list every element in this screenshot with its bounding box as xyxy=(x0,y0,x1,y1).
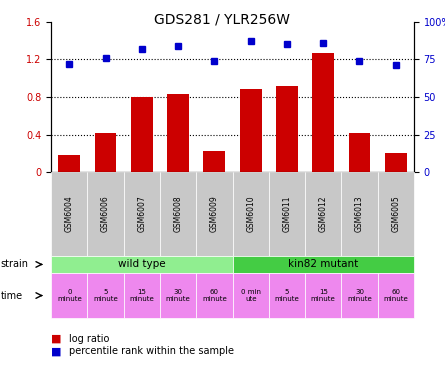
Text: strain: strain xyxy=(1,259,29,269)
Text: GSM6013: GSM6013 xyxy=(355,196,364,232)
Text: 15
minute: 15 minute xyxy=(311,289,336,302)
Text: log ratio: log ratio xyxy=(69,333,109,344)
Bar xyxy=(95,132,117,172)
Bar xyxy=(58,155,80,172)
Text: 60
minute: 60 minute xyxy=(383,289,408,302)
Text: 30
minute: 30 minute xyxy=(347,289,372,302)
Bar xyxy=(312,53,334,172)
Text: GSM6005: GSM6005 xyxy=(391,196,400,232)
Text: GSM6012: GSM6012 xyxy=(319,196,328,232)
Bar xyxy=(203,152,225,172)
Text: wild type: wild type xyxy=(118,259,166,269)
Text: 5
minute: 5 minute xyxy=(275,289,299,302)
Text: 30
minute: 30 minute xyxy=(166,289,190,302)
Text: 0
minute: 0 minute xyxy=(57,289,82,302)
Text: GSM6011: GSM6011 xyxy=(283,196,291,232)
Text: time: time xyxy=(1,291,23,300)
Bar xyxy=(240,90,262,172)
Text: 5
minute: 5 minute xyxy=(93,289,118,302)
Bar xyxy=(167,94,189,172)
Text: GSM6006: GSM6006 xyxy=(101,196,110,232)
Text: ■: ■ xyxy=(51,346,62,356)
Text: GSM6010: GSM6010 xyxy=(246,196,255,232)
Text: ■: ■ xyxy=(51,333,62,344)
Text: percentile rank within the sample: percentile rank within the sample xyxy=(69,346,234,356)
Bar xyxy=(385,153,407,172)
Bar xyxy=(276,86,298,172)
Text: 0 min
ute: 0 min ute xyxy=(241,289,261,302)
Text: GSM6007: GSM6007 xyxy=(138,196,146,232)
Text: GSM6008: GSM6008 xyxy=(174,196,182,232)
Text: 15
minute: 15 minute xyxy=(129,289,154,302)
Text: GDS281 / YLR256W: GDS281 / YLR256W xyxy=(154,13,291,27)
Text: GSM6009: GSM6009 xyxy=(210,196,219,232)
Bar xyxy=(131,97,153,172)
Text: kin82 mutant: kin82 mutant xyxy=(288,259,358,269)
Text: 60
minute: 60 minute xyxy=(202,289,227,302)
Bar xyxy=(348,132,370,172)
Text: GSM6004: GSM6004 xyxy=(65,196,74,232)
